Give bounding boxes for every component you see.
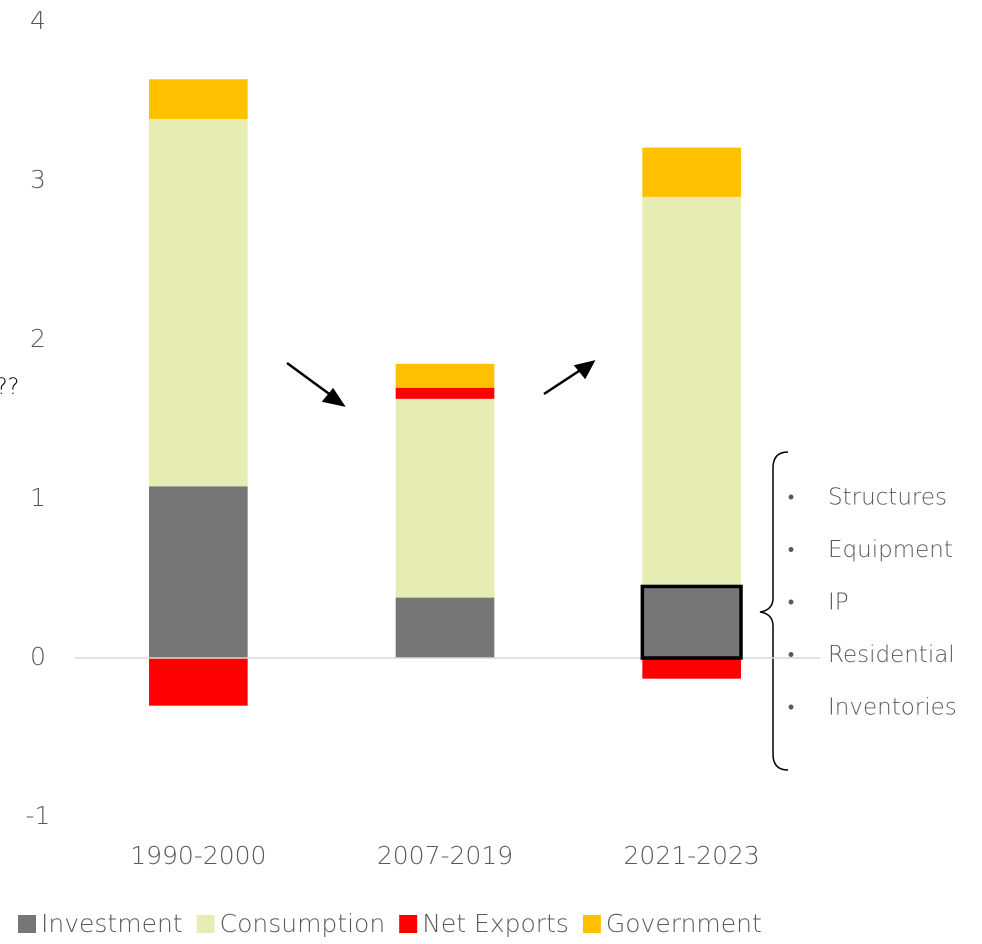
y-tick-label: 3 <box>30 165 46 194</box>
legend-swatch <box>196 915 215 933</box>
legend-label: Net Exports <box>422 909 569 938</box>
bullet-text: Residential <box>828 642 955 668</box>
y-tick-label: 4 <box>30 6 46 35</box>
legend-label: Investment <box>41 909 183 938</box>
bullet: • <box>788 592 794 613</box>
bar-segment <box>149 118 248 487</box>
legend-label: Consumption <box>220 909 386 938</box>
bullet: • <box>788 697 794 718</box>
x-tick-label: 2021-2023 <box>624 841 760 870</box>
y-tick-label: 2 <box>30 324 46 353</box>
bar-segment <box>395 597 495 658</box>
legend-swatch <box>582 915 601 933</box>
bar-segment <box>642 658 741 679</box>
bar-segment <box>149 658 248 706</box>
bar-segment <box>642 196 741 587</box>
bullet-text: IP <box>828 590 849 616</box>
annotation: ?? <box>0 375 19 400</box>
bar-segment <box>642 586 741 658</box>
bar-segment <box>642 147 741 197</box>
bullet-list: • Structures • Equipment • IP • Residential • Inv… <box>788 485 957 721</box>
bar-segment <box>395 398 495 598</box>
x-tick-label: 1990-2000 <box>130 841 266 870</box>
legend-swatch <box>399 915 418 933</box>
y-tick-label: -1 <box>26 801 51 830</box>
y-tick-label: 1 <box>30 483 46 512</box>
bar-segment <box>149 79 248 119</box>
bracket <box>759 451 789 771</box>
bullet-text: Inventories <box>828 695 957 721</box>
highlight-outline <box>640 584 743 660</box>
x-tick-label: 2007-2019 <box>377 841 513 870</box>
legend-swatch <box>18 915 36 933</box>
bar-segment <box>395 363 495 388</box>
arrows <box>286 360 596 407</box>
bullet: • <box>788 645 794 666</box>
bullet: • <box>788 487 794 508</box>
legend-label: Government <box>606 909 762 938</box>
bar-segment <box>149 486 248 658</box>
bar-segment <box>395 387 495 399</box>
bullet-text: Equipment <box>828 537 953 563</box>
y-tick-label: 0 <box>30 642 46 671</box>
bullet-text: Structures <box>828 485 947 511</box>
bullet: • <box>788 540 794 561</box>
